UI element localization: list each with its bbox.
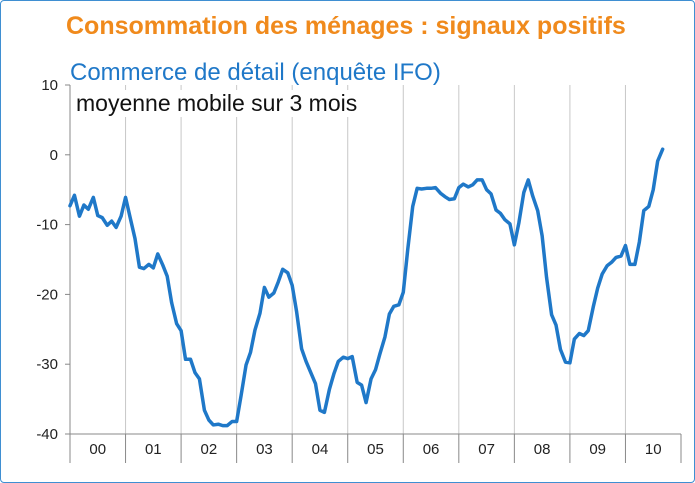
x-tick-label: 05: [367, 441, 384, 458]
x-tick-label: 00: [89, 441, 106, 458]
y-tick-labels: 10 0 -10 -20 -30 -40: [36, 77, 58, 443]
y-tick-label: -40: [36, 426, 58, 443]
y-tick-label: -30: [36, 356, 58, 373]
x-tick-labels: 00 01 02 03 04 05 06 07 08 09 10: [89, 441, 661, 458]
series-line-commerce-detail: [68, 147, 665, 428]
x-tick-label: 10: [645, 441, 662, 458]
y-tick-label: 10: [41, 77, 58, 94]
x-tick-label: 06: [423, 441, 440, 458]
x-tick-label: 02: [201, 441, 218, 458]
x-tick-label: 01: [145, 441, 162, 458]
y-tick-label: -10: [36, 217, 58, 234]
x-tick-label: 07: [478, 441, 495, 458]
x-tick-label: 04: [312, 441, 329, 458]
chart-annotation: moyenne mobile sur 3 mois: [76, 90, 358, 117]
y-tick-label: 0: [50, 147, 58, 164]
y-tick-label: -20: [36, 286, 58, 303]
x-tick-label: 03: [256, 441, 273, 458]
x-tick-label: 09: [589, 441, 606, 458]
x-tick-label: 08: [534, 441, 551, 458]
gridlines: [125, 85, 626, 434]
axes: [65, 84, 682, 463]
chart-subtitle: Commerce de détail (enquête IFO): [70, 59, 441, 86]
chart-title: Consommation des ménages : signaux posit…: [66, 12, 626, 40]
